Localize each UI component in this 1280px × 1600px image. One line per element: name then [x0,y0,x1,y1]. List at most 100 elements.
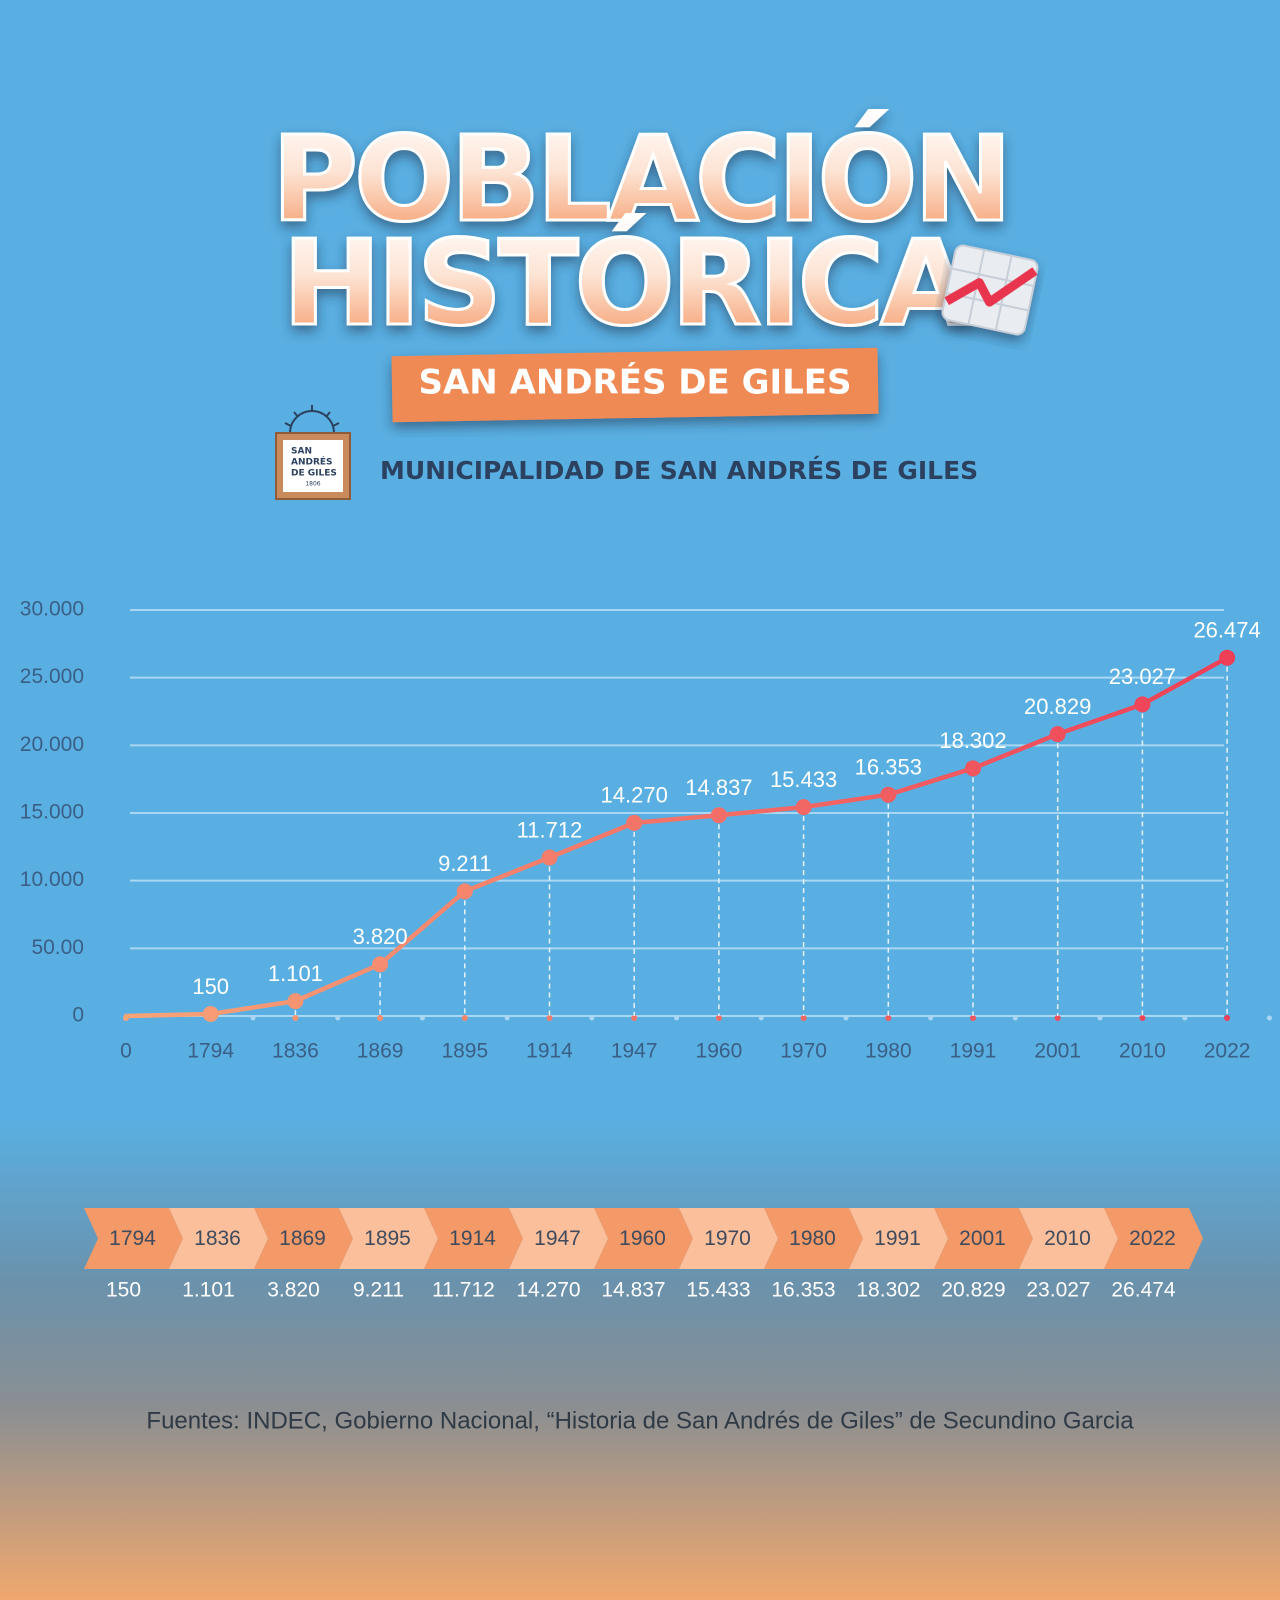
value-label: 1.101 [268,961,323,986]
y-tick-label: 50.00 [31,936,84,959]
axis-dot [631,1015,638,1021]
point [1049,726,1066,743]
axis-dot [1097,1015,1103,1021]
axis-dot [1012,1015,1018,1021]
y-tick-label: 10.000 [20,868,84,891]
axis-dot [843,1015,849,1021]
chevron [934,1208,1033,1269]
point [541,849,558,866]
value-label: 20.829 [1024,694,1091,719]
chevron [339,1208,438,1269]
chevron [509,1208,608,1269]
point [626,814,643,831]
axis-dot [1139,1015,1146,1021]
banner: SAN ANDRÉS DE GILES [391,347,879,423]
axis-dot [377,1015,384,1021]
y-tick-label: 30.000 [20,598,84,621]
timeline-value: 15.433 [686,1279,750,1302]
point [1134,696,1151,713]
value-label: 26.474 [1193,618,1260,643]
value-label: 3.820 [353,924,408,949]
timeline-year: 1836 [194,1227,241,1250]
chart-icon [941,244,1039,336]
axis-dot [800,1015,807,1021]
x-tick-label: 1869 [357,1040,404,1063]
chevron [1104,1208,1203,1269]
axis-dot [715,1015,722,1021]
chevron [849,1208,948,1269]
line [123,655,1230,1019]
point [372,956,389,973]
value-label: 14.270 [601,783,668,808]
x-tick-label: 1836 [272,1040,319,1063]
axis-dot [1266,1015,1272,1021]
axis-dot [589,1015,595,1021]
timeline-year: 1794 [109,1227,156,1250]
value-label: 15.433 [770,767,837,792]
logo-text: SAN [291,447,312,457]
y-tick-label: 20.000 [20,733,84,756]
value-label: 9.211 [438,851,491,876]
timeline-year: 1895 [364,1227,411,1250]
x-tick-label: 1960 [696,1040,743,1063]
timeline-year: 1970 [704,1227,751,1250]
timeline-year: 2022 [1129,1227,1176,1250]
timeline-value: 150 [106,1279,141,1302]
timeline-value: 14.270 [516,1279,580,1302]
timeline-year: 1960 [619,1227,666,1250]
x-tick-label: 2001 [1034,1040,1081,1063]
title: POBLACIÓN HISTÓRICA [270,109,1014,354]
title-line: POBLACIÓN [272,110,1009,248]
timeline-value: 18.302 [856,1279,920,1302]
axis-dot [674,1015,680,1021]
timeline-year: 1914 [449,1227,496,1250]
point [202,1005,219,1022]
x-tick-label: 1970 [780,1040,827,1063]
axis-dot [885,1015,892,1021]
point [795,799,812,816]
axis-dot [461,1015,468,1021]
chevron [169,1208,268,1269]
title-line: HISTÓRICA [282,214,971,352]
point [880,786,897,803]
axis-dot [928,1015,934,1021]
timeline-value: 20.829 [941,1279,1005,1302]
timeline-year: 1947 [534,1227,581,1250]
chevron [594,1208,693,1269]
y-tick-label: 25.000 [20,665,84,688]
banner-box [391,347,879,423]
axis-dot [1224,1015,1231,1021]
banner-text: SAN ANDRÉS DE GILES [418,362,851,403]
timeline-year: 2010 [1044,1227,1091,1250]
timeline-value: 1.101 [182,1279,235,1302]
value-label: 23.027 [1109,664,1176,689]
timeline-value: 14.837 [601,1279,665,1302]
timeline-value: 23.027 [1026,1279,1090,1302]
y-tick-label: 15.000 [20,801,84,824]
axis-dot [758,1015,764,1021]
x-tick-label: 1794 [187,1040,234,1063]
axis-dot [970,1015,976,1021]
timeline-value: 11.712 [432,1279,495,1302]
axis-dot [546,1015,553,1021]
axis-dot [1182,1015,1188,1021]
logo-text: 1806 [305,481,320,488]
timeline-value: 26.474 [1111,1279,1176,1302]
timeline-year: 1991 [874,1227,921,1250]
x-tick-label: 1895 [441,1040,488,1063]
axis-dot [419,1015,425,1021]
value-label: 18.302 [939,728,1006,753]
x-tick-label: 1980 [865,1040,912,1063]
axis-dot [504,1015,510,1021]
axis-dot [1054,1015,1061,1021]
chart: 0 50.00 10.000 15.000 20.000 25.000 30.000 0 179… [20,598,1272,1063]
timeline-year: 1980 [789,1227,836,1250]
chevron [679,1208,778,1269]
x-tick-label: 0 [120,1040,132,1063]
point [287,993,304,1010]
x-tick-label: 2022 [1204,1040,1251,1063]
x-tick-label: 2010 [1119,1040,1166,1063]
value-label: 11.712 [517,817,583,842]
